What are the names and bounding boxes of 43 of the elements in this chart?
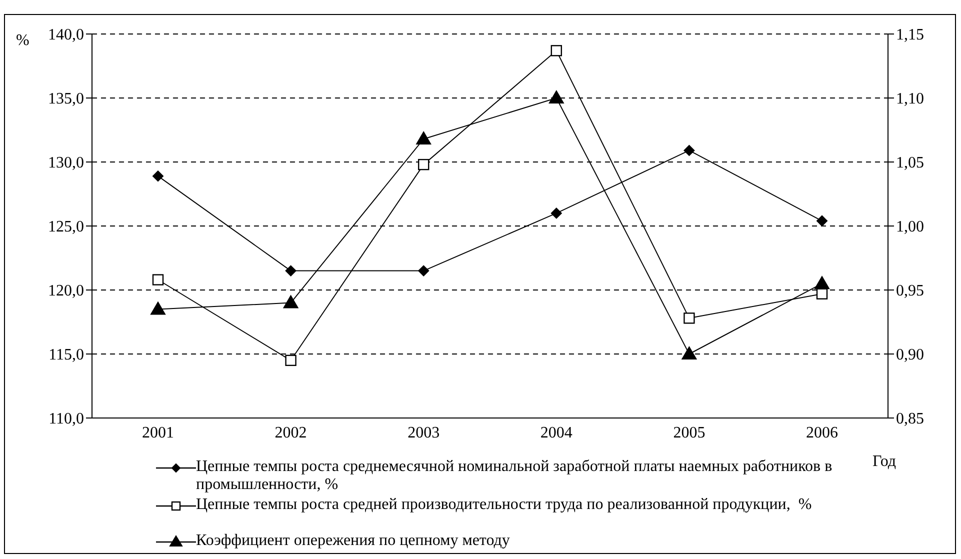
point xyxy=(418,265,430,276)
y-tick-label: 110,0 xyxy=(48,410,84,428)
point xyxy=(684,144,695,156)
point xyxy=(418,158,430,170)
y2-tick-label: 1,00 xyxy=(896,218,924,236)
y2-tick-label: 0,90 xyxy=(896,346,924,364)
point xyxy=(682,346,697,360)
y2-tick-label: 0,95 xyxy=(896,282,924,300)
point xyxy=(816,288,828,300)
y-tick-label: 135,0 xyxy=(48,90,84,108)
x-tick-label: 2001 xyxy=(142,424,174,442)
point xyxy=(548,90,564,104)
x-tick-label: 2004 xyxy=(540,424,572,442)
y-tick-label: 115,0 xyxy=(48,346,84,364)
point xyxy=(152,274,164,286)
y2-tick-label: 0,85 xyxy=(896,410,924,428)
x-axis-title: Год xyxy=(872,453,896,470)
legend-label: Цепные темпы роста средней производительности труда по реализованной продукции, % xyxy=(196,496,812,514)
legend-label: Цепные темпы роста среднемесячной номинальной заработной платы наемных работников в промышленности, % xyxy=(196,458,832,493)
point xyxy=(684,312,695,324)
y2-tick-label: 1,10 xyxy=(896,90,924,108)
x-tick-label: 2003 xyxy=(408,424,440,442)
point xyxy=(550,45,562,56)
x-tick-label: 2005 xyxy=(673,424,706,442)
point xyxy=(152,170,164,182)
y-tick-label: 130,0 xyxy=(48,154,84,172)
point xyxy=(150,302,166,315)
y2-tick-label: 1,15 xyxy=(896,26,924,44)
y-tick-label: 120,0 xyxy=(48,282,84,300)
x-tick-label: 2006 xyxy=(806,424,838,442)
y-tick-label: 140,0 xyxy=(48,26,84,44)
point xyxy=(283,295,298,308)
y2-tick-label: 1,05 xyxy=(896,154,924,172)
x-tick-label: 2002 xyxy=(274,424,307,442)
point xyxy=(285,354,296,366)
point xyxy=(416,131,432,144)
point xyxy=(816,215,828,226)
point xyxy=(285,265,296,276)
point xyxy=(814,276,830,290)
y-tick-label: 125,0 xyxy=(48,218,84,236)
point xyxy=(550,208,562,219)
legend-label: Коэффициент опережения по цепному методу xyxy=(196,532,510,550)
y-axis-title: % xyxy=(16,32,30,50)
